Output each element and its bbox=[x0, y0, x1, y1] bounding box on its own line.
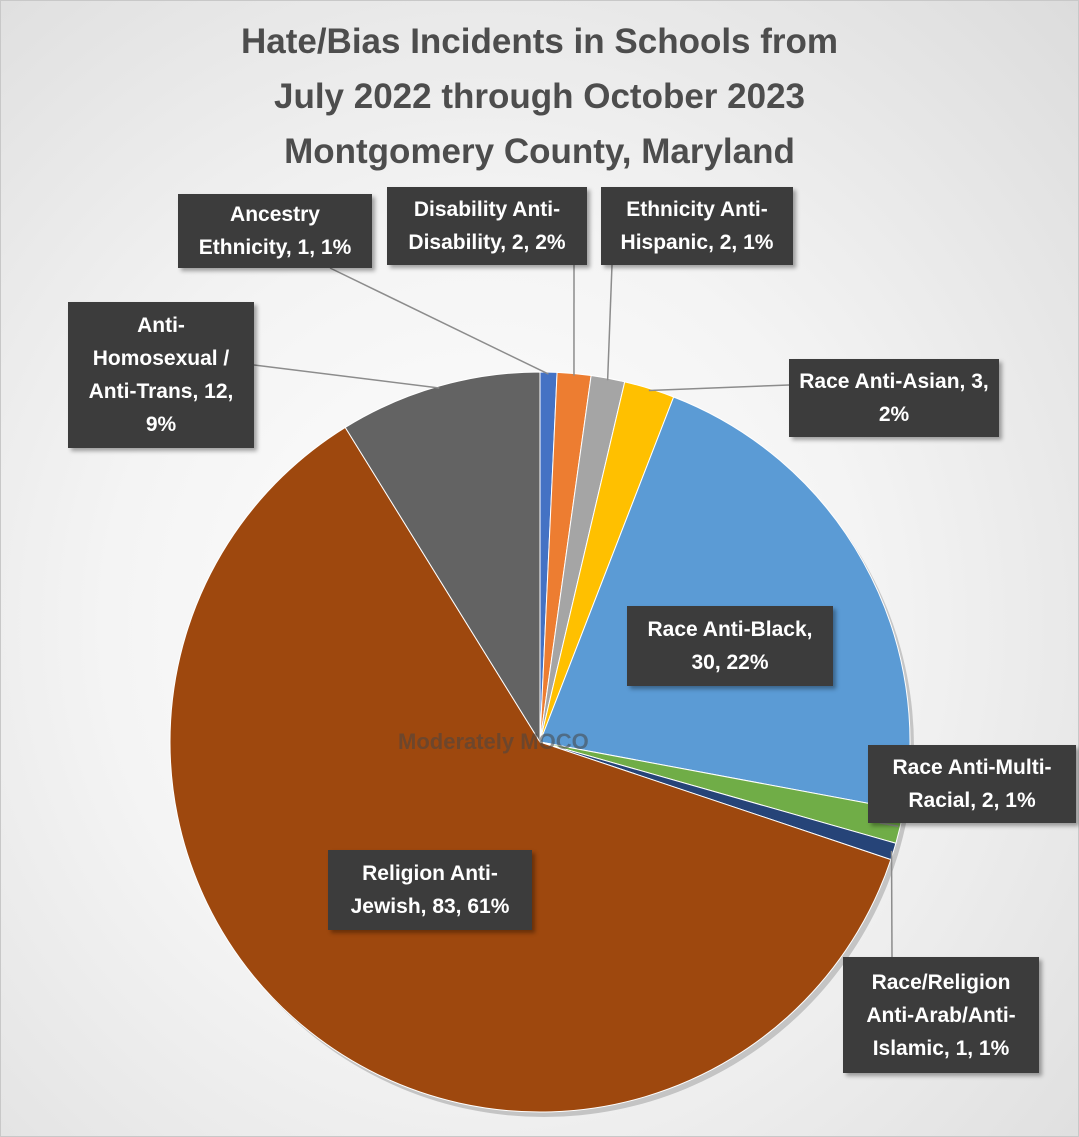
watermark-text: Moderately MOCO bbox=[398, 729, 589, 754]
data-label-4: Race Anti-Black, 30, 22% bbox=[627, 606, 833, 686]
data-label-6: Race/Religion Anti-Arab/Anti-Islamic, 1,… bbox=[843, 957, 1039, 1073]
pie-slice-8 bbox=[344, 371, 541, 744]
data-label-7: Religion Anti-Jewish, 83, 61% bbox=[328, 850, 532, 930]
leader-line-0 bbox=[329, 267, 549, 375]
data-label-3: Race Anti-Asian, 3, 2% bbox=[789, 359, 999, 437]
chart-title: Hate/Bias Incidents in Schools from July… bbox=[0, 14, 1079, 179]
pie-slice-7 bbox=[169, 426, 892, 1113]
data-label-8: Anti-Homosexual / Anti-Trans, 12, 9% bbox=[68, 302, 254, 448]
chart-title-line-1: Hate/Bias Incidents in Schools from bbox=[240, 22, 839, 61]
data-label-0: Ancestry Ethnicity, 1, 1% bbox=[178, 194, 372, 268]
chart-title-line-3: Montgomery County, Maryland bbox=[284, 132, 795, 171]
leader-line-3 bbox=[648, 384, 790, 392]
data-label-1: Disability Anti-Disability, 2, 2% bbox=[387, 187, 587, 265]
leader-line-8 bbox=[253, 364, 440, 389]
leader-line-5 bbox=[879, 822, 899, 827]
data-label-5: Race Anti-Multi-Racial, 2, 1% bbox=[868, 745, 1076, 823]
chart-title-line-2: July 2022 through October 2023 bbox=[273, 77, 805, 116]
leader-line-2 bbox=[606, 264, 613, 381]
data-label-2: Ethnicity Anti-Hispanic, 2, 1% bbox=[601, 187, 793, 265]
